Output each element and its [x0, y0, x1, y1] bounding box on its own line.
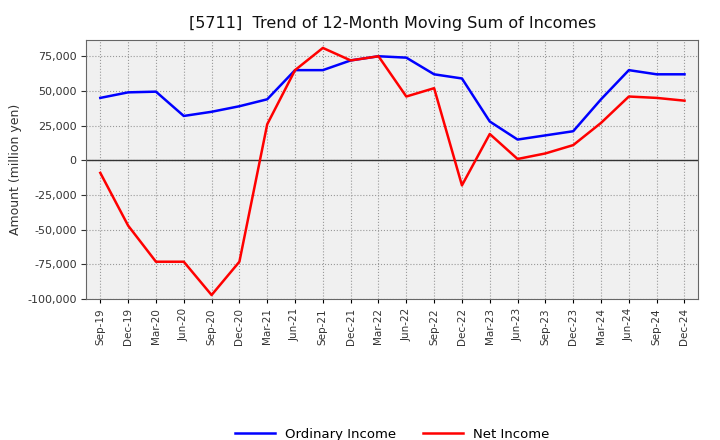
Ordinary Income	[179, 114, 188, 119]
Ordinary Income	[485, 119, 494, 124]
Ordinary Income	[291, 67, 300, 73]
Ordinary Income	[318, 67, 327, 73]
Net Income	[680, 98, 689, 103]
Ordinary Income	[541, 133, 550, 138]
Line: Net Income: Net Income	[100, 48, 685, 295]
Ordinary Income	[597, 97, 606, 102]
Ordinary Income	[430, 72, 438, 77]
Ordinary Income	[124, 90, 132, 95]
Net Income	[207, 293, 216, 298]
Ordinary Income	[263, 97, 271, 102]
Net Income	[569, 143, 577, 148]
Ordinary Income	[235, 103, 243, 109]
Net Income	[513, 156, 522, 161]
Title: [5711]  Trend of 12-Month Moving Sum of Incomes: [5711] Trend of 12-Month Moving Sum of I…	[189, 16, 596, 32]
Ordinary Income	[458, 76, 467, 81]
Y-axis label: Amount (million yen): Amount (million yen)	[9, 104, 22, 235]
Ordinary Income	[680, 72, 689, 77]
Net Income	[430, 85, 438, 91]
Net Income	[124, 223, 132, 228]
Net Income	[96, 170, 104, 176]
Ordinary Income	[569, 128, 577, 134]
Net Income	[263, 121, 271, 127]
Ordinary Income	[96, 95, 104, 101]
Net Income	[374, 54, 383, 59]
Net Income	[624, 94, 633, 99]
Net Income	[458, 183, 467, 188]
Ordinary Income	[152, 89, 161, 94]
Net Income	[318, 45, 327, 51]
Net Income	[597, 120, 606, 125]
Ordinary Income	[374, 54, 383, 59]
Ordinary Income	[207, 109, 216, 114]
Net Income	[346, 58, 355, 63]
Net Income	[485, 132, 494, 137]
Net Income	[152, 259, 161, 264]
Ordinary Income	[402, 55, 410, 60]
Ordinary Income	[513, 137, 522, 142]
Line: Ordinary Income: Ordinary Income	[100, 56, 685, 139]
Net Income	[541, 151, 550, 156]
Net Income	[179, 259, 188, 264]
Legend: Ordinary Income, Net Income: Ordinary Income, Net Income	[230, 422, 555, 440]
Net Income	[652, 95, 661, 101]
Ordinary Income	[346, 58, 355, 63]
Net Income	[291, 67, 300, 73]
Ordinary Income	[652, 72, 661, 77]
Net Income	[235, 259, 243, 264]
Net Income	[402, 94, 410, 99]
Ordinary Income	[624, 67, 633, 73]
